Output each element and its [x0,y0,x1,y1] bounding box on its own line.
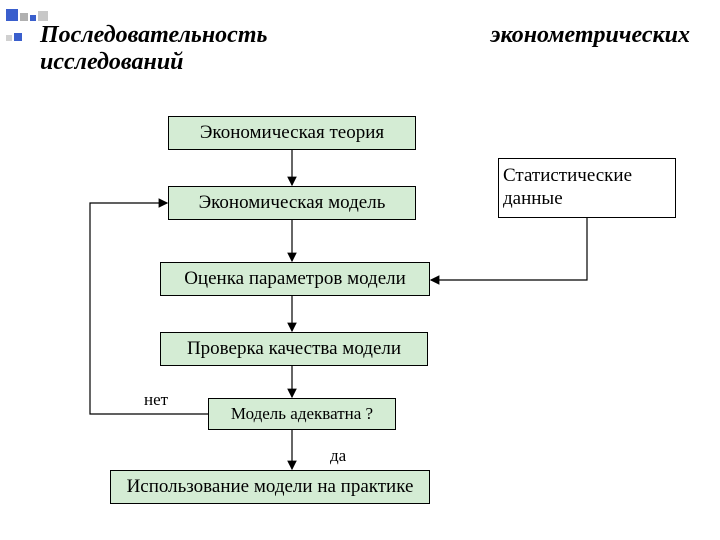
decor-square [6,35,12,41]
decor-square [38,11,48,21]
node-label: Экономическая теория [200,122,384,144]
node-label: Статистические данные [499,161,675,215]
node-economic-model: Экономическая модель [168,186,416,220]
node-label: Экономическая модель [199,192,386,214]
node-quality-check: Проверка качества модели [160,332,428,366]
label-no: нет [144,390,168,410]
node-statistical-data: Статистические данные [498,158,676,218]
title-line2: исследований [40,49,184,75]
node-practical-use: Использование модели на практике [110,470,430,504]
decor-square [20,13,28,21]
decor-square [14,33,22,41]
node-label: Оценка параметров модели [184,268,406,290]
node-label: Модель адекватна ? [231,404,373,424]
node-parameter-estimation: Оценка параметров модели [160,262,430,296]
decor-square [6,9,18,21]
node-adequacy-decision: Модель адекватна ? [208,398,396,430]
node-label: Использование модели на практике [127,476,414,498]
edge-no-feedback [90,203,208,414]
title-left: Последовательность [40,22,267,49]
edge-stat-n3 [431,218,587,280]
page-title: Последовательность эконометрических иссл… [40,22,700,76]
node-label: Проверка качества модели [187,338,401,360]
decor-square [30,15,36,21]
label-yes: да [330,446,346,466]
node-economic-theory: Экономическая теория [168,116,416,150]
title-right: эконометрических [490,22,690,49]
